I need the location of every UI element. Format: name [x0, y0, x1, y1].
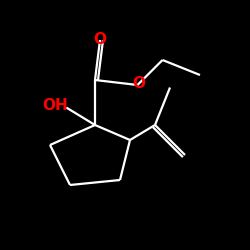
Text: O: O [132, 76, 145, 91]
Text: OH: OH [42, 98, 68, 112]
Text: O: O [94, 32, 106, 48]
